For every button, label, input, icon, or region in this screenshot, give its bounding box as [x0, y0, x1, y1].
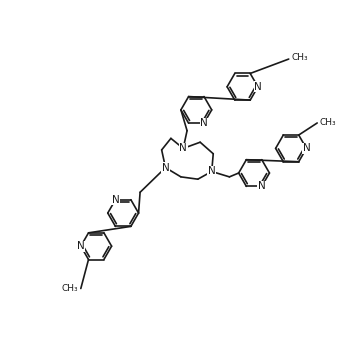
Text: N: N [303, 143, 310, 153]
Text: N: N [161, 163, 169, 173]
Text: CH₃: CH₃ [292, 53, 308, 62]
Text: N: N [254, 82, 262, 92]
Text: N: N [208, 166, 216, 177]
Text: N: N [179, 143, 187, 153]
Text: N: N [111, 195, 119, 205]
Text: CH₃: CH₃ [62, 284, 79, 293]
Text: N: N [200, 118, 208, 128]
Text: N: N [77, 241, 85, 251]
Text: CH₃: CH₃ [320, 119, 336, 127]
Text: N: N [258, 181, 266, 191]
